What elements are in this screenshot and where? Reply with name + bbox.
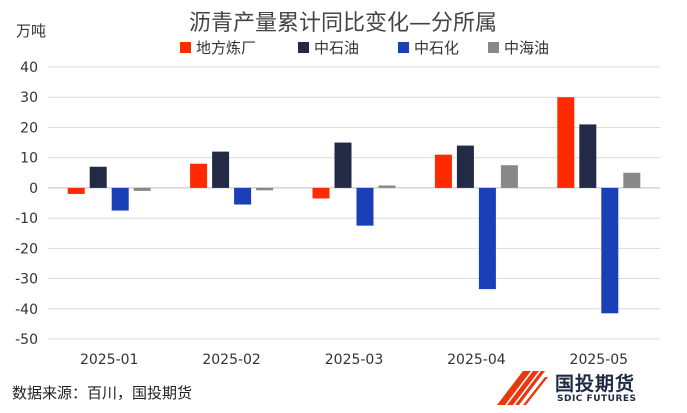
y-tick-label: 10 [20,151,38,167]
x-tick-label: 2025-03 [325,352,384,368]
y-tick-label: -10 [15,211,38,227]
source-note: 数据来源：百川，国投期货 [12,384,193,402]
legend-label: 中石化 [414,39,459,57]
y-tick-label: 30 [20,90,38,106]
legend-swatch [180,42,191,53]
bar [623,172,641,188]
y-tick-label: 20 [20,120,38,136]
y-tick-label: 40 [20,60,38,76]
bar [557,97,575,188]
y-tick-label: -50 [15,332,38,348]
y-tick-label: 0 [29,181,38,197]
legend-label: 中石油 [314,39,359,57]
logo-mark-icon [497,371,548,405]
x-tick-label: 2025-02 [202,352,261,368]
y-tick-label: -30 [15,272,38,288]
chart-title: 沥青产量累计同比变化—分所属 [189,11,497,36]
bar [89,166,107,188]
y-axis-unit: 万吨 [16,22,46,40]
gridlines [48,66,660,340]
legend-swatch [398,42,409,53]
x-tick-label: 2025-05 [570,352,629,368]
bar [378,185,396,188]
legend-label: 中海油 [504,39,549,57]
bar [312,187,330,199]
x-tick-label: 2025-01 [80,352,139,368]
bar [356,187,374,226]
logo-name-en: SDIC FUTURES [557,394,637,404]
bar [256,187,274,191]
bar [434,154,452,188]
bar [190,163,208,188]
logo-name-cn: 国投期货 [555,373,636,395]
y-axis-ticks: 40 30 20 10 0 -10 -20 -30 -40 -50 [15,60,38,348]
bar [234,187,252,205]
bar [212,151,230,188]
legend-swatch [298,42,309,53]
bar [500,165,518,188]
x-tick-label: 2025-04 [447,352,506,368]
bars [67,97,641,314]
y-tick-label: -40 [15,302,38,318]
bar [111,187,129,211]
bar [133,187,151,191]
bar [478,187,496,290]
legend-label: 地方炼厂 [196,39,256,57]
x-axis-ticks: 2025-01 2025-02 2025-03 2025-04 2025-05 [80,352,628,368]
bar [67,187,85,194]
bar [456,145,474,188]
bar [334,142,352,188]
bar [601,187,619,314]
bar [579,124,597,188]
legend: 地方炼厂 中石油 中石化 中海油 [180,39,549,57]
y-tick-label: -20 [15,241,38,257]
sdic-futures-logo: 国投期货 SDIC FUTURES [493,367,673,407]
legend-swatch [488,42,499,53]
